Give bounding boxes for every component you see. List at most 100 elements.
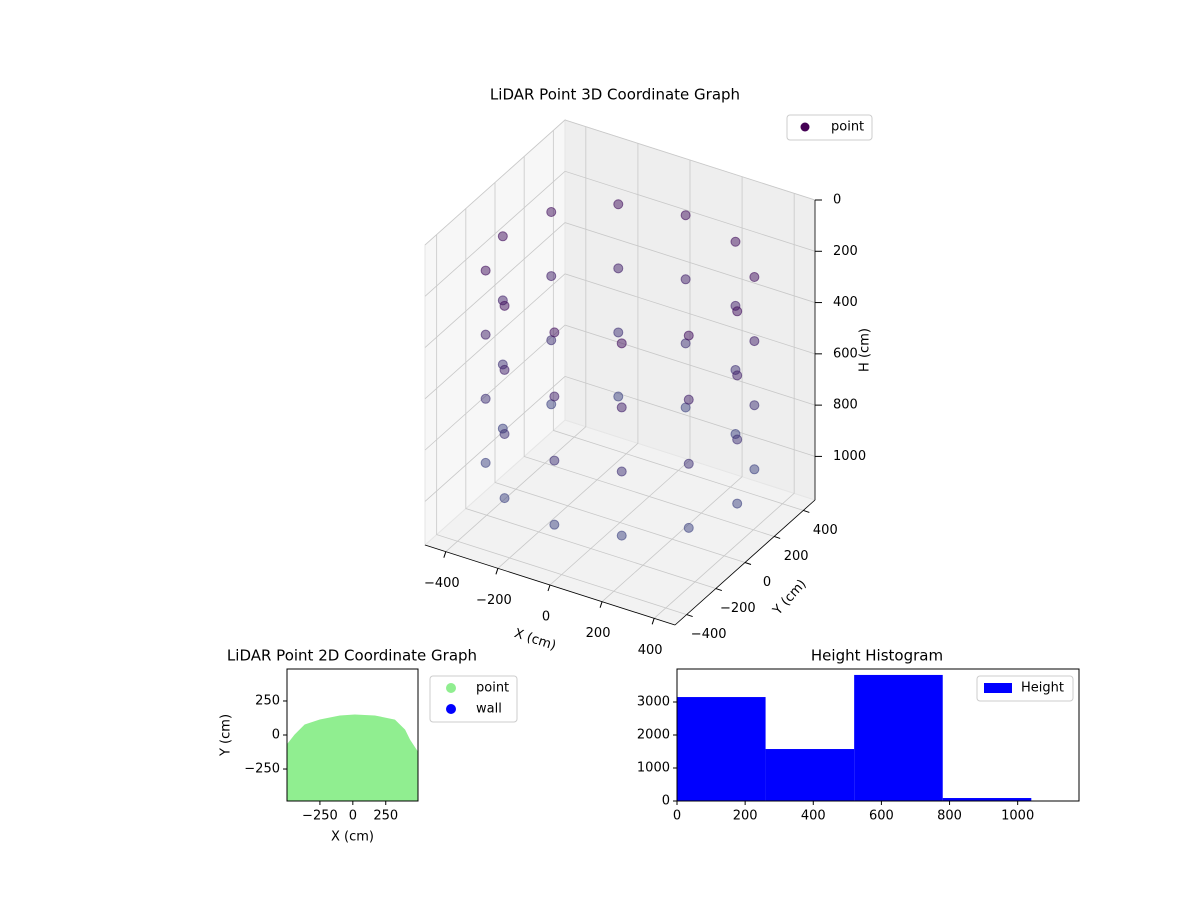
bar [942, 798, 1032, 801]
x-tick-label: 800 [937, 809, 962, 824]
point [546, 206, 557, 217]
tick-mark [744, 562, 752, 565]
tick-mark [547, 584, 551, 592]
point [749, 336, 760, 347]
x-tick-label: 600 [869, 809, 894, 824]
grid-line [445, 126, 587, 552]
x-tick-label: −400 [424, 576, 460, 591]
y-tick-label: 3000 [637, 695, 670, 710]
legend-marker [446, 683, 456, 693]
bar [677, 697, 766, 801]
point [732, 306, 743, 317]
y-tick-label: 2000 [637, 728, 670, 743]
point [732, 498, 743, 509]
legend-box [976, 675, 1074, 702]
point [499, 364, 510, 375]
tick-mark [715, 588, 722, 592]
x-tick-label: 200 [733, 809, 758, 824]
point [683, 330, 694, 341]
x-tick-label: 0 [349, 809, 357, 824]
point [749, 464, 760, 475]
bar [854, 674, 943, 801]
point [549, 455, 560, 466]
chart-title: LiDAR Point 2D Coordinate Graph [227, 647, 477, 665]
x-tick-label: 0 [673, 809, 681, 824]
x-tick-label: −250 [302, 809, 338, 824]
tick-mark [599, 601, 603, 608]
z-tick-label: 400 [833, 295, 858, 310]
point [749, 400, 760, 411]
point [499, 429, 510, 440]
y-tick-label: 250 [255, 693, 280, 708]
legend-label: Height [1021, 681, 1064, 696]
point [549, 519, 560, 530]
tick-mark [686, 614, 693, 618]
x-axis-label: X (cm) [512, 626, 558, 654]
point [480, 393, 491, 404]
y-axis-label: Y (cm) [770, 577, 810, 619]
z-axis-label: H (cm) [858, 328, 873, 372]
legend-marker [446, 704, 456, 714]
x-tick-label: 400 [638, 643, 663, 658]
point [680, 274, 691, 285]
point [480, 457, 491, 468]
point [616, 530, 627, 541]
x-tick-label: −200 [476, 593, 512, 608]
point [499, 493, 510, 504]
legend-marker [800, 122, 810, 132]
y-tick-label: 200 [784, 549, 809, 564]
grid-line [424, 170, 816, 297]
chart-title: LiDAR Point 3D Coordinate Graph [490, 86, 740, 104]
y-tick-label: 400 [813, 523, 838, 538]
grid-line [424, 273, 816, 400]
point [497, 231, 508, 242]
point [480, 265, 491, 276]
point [616, 466, 627, 477]
y-tick-label: 0 [662, 794, 670, 809]
bar [765, 749, 855, 801]
grid-line [424, 119, 816, 246]
legend-label: point [476, 681, 509, 696]
y-tick-label: −250 [244, 762, 280, 777]
point [683, 522, 694, 533]
x-tick-label: 1000 [1001, 809, 1034, 824]
grid-line [424, 324, 816, 451]
y-axis-label: Y (cm) [219, 714, 234, 757]
point [680, 210, 691, 221]
grid-line [552, 130, 804, 511]
grid-line [523, 156, 775, 537]
grid-line [497, 143, 639, 569]
point [549, 327, 560, 338]
point [683, 394, 694, 405]
point [480, 329, 491, 340]
tick-mark [803, 509, 810, 513]
point [749, 271, 760, 282]
point [546, 271, 557, 282]
tick-mark [443, 551, 447, 558]
point [613, 199, 624, 210]
y-tick-label: 0 [763, 575, 771, 590]
point [613, 391, 624, 402]
point [730, 236, 741, 247]
tick-mark [774, 535, 781, 539]
x-axis-label: X (cm) [331, 830, 374, 845]
point [613, 327, 624, 338]
y-tick-label: 0 [272, 728, 280, 743]
point [499, 300, 510, 311]
grid-line [465, 208, 716, 589]
axis-line [674, 499, 816, 626]
grid-line [436, 234, 687, 615]
grid-line [424, 222, 816, 348]
legend-label: point [831, 120, 864, 135]
z-tick-label: 1000 [833, 449, 866, 464]
axis-line [424, 544, 676, 626]
x-tick-label: 400 [801, 809, 826, 824]
grid-line [653, 193, 795, 619]
chart-title: Height Histogram [811, 647, 943, 665]
z-tick-label: 600 [833, 346, 858, 361]
grid-line [424, 375, 816, 502]
legend-box [786, 114, 873, 141]
point [683, 458, 694, 469]
legend-label: wall [476, 702, 502, 717]
